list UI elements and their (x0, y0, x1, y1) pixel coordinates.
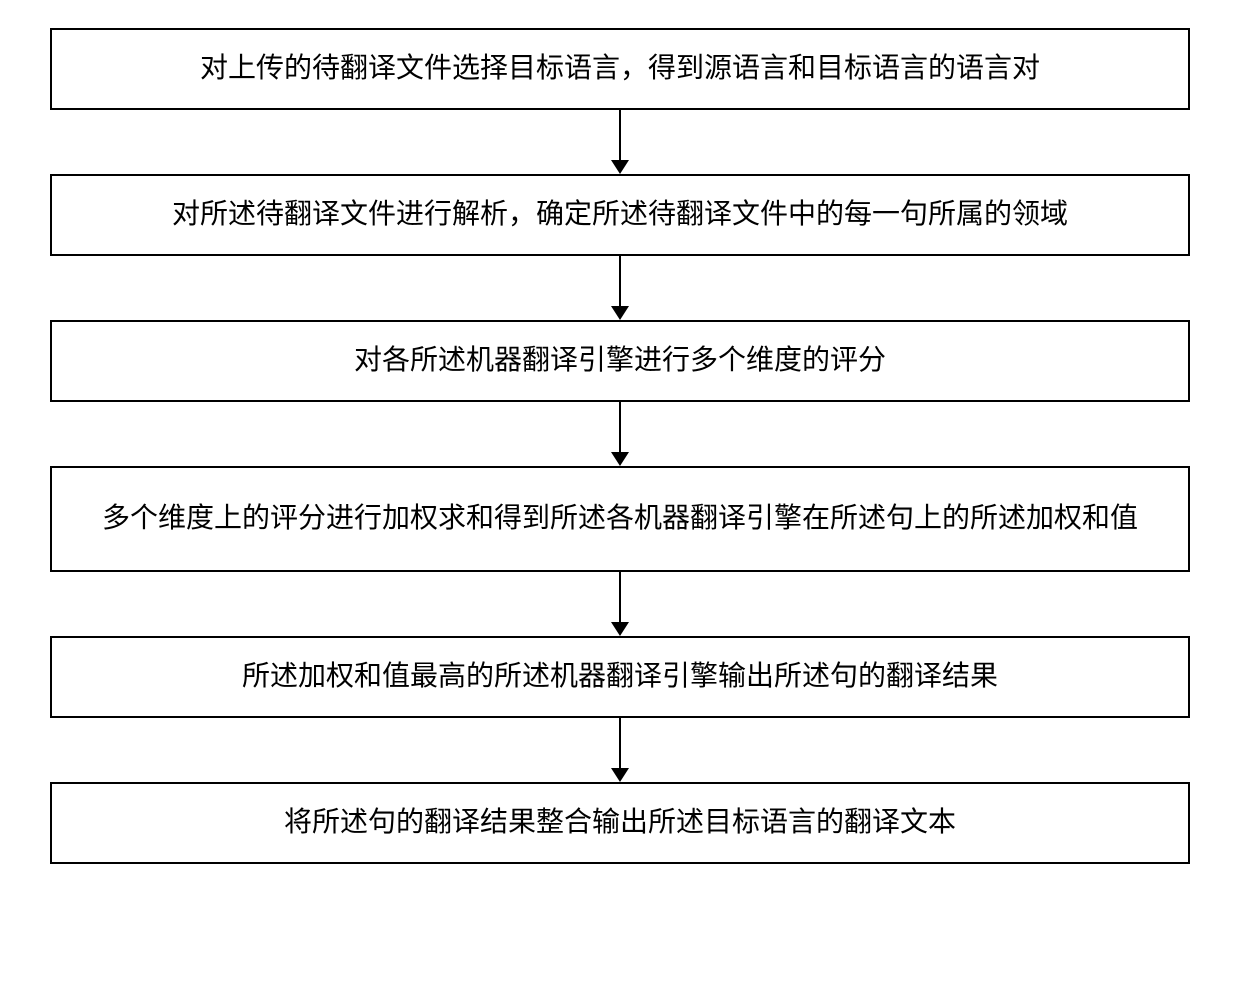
arrow-3 (619, 402, 621, 466)
step-box-2: 对所述待翻译文件进行解析，确定所述待翻译文件中的每一句所属的领域 (50, 174, 1190, 256)
step-box-6: 将所述句的翻译结果整合输出所述目标语言的翻译文本 (50, 782, 1190, 864)
arrow-line-icon (619, 718, 621, 774)
step-text-6: 将所述句的翻译结果整合输出所述目标语言的翻译文本 (284, 802, 956, 844)
step-text-3: 对各所述机器翻译引擎进行多个维度的评分 (354, 340, 886, 382)
step-text-4: 多个维度上的评分进行加权求和得到所述各机器翻译引擎在所述句上的所述加权和值 (102, 498, 1138, 540)
step-box-1: 对上传的待翻译文件选择目标语言，得到源语言和目标语言的语言对 (50, 28, 1190, 110)
step-text-2: 对所述待翻译文件进行解析，确定所述待翻译文件中的每一句所属的领域 (172, 194, 1068, 236)
arrow-line-icon (619, 402, 621, 458)
step-box-5: 所述加权和值最高的所述机器翻译引擎输出所述句的翻译结果 (50, 636, 1190, 718)
arrow-line-icon (619, 256, 621, 312)
arrow-head-icon (611, 160, 629, 174)
arrow-line-icon (619, 572, 621, 628)
arrow-line-icon (619, 110, 621, 166)
step-text-5: 所述加权和值最高的所述机器翻译引擎输出所述句的翻译结果 (242, 656, 998, 698)
arrow-4 (619, 572, 621, 636)
step-box-4: 多个维度上的评分进行加权求和得到所述各机器翻译引擎在所述句上的所述加权和值 (50, 466, 1190, 572)
arrow-head-icon (611, 768, 629, 782)
arrow-2 (619, 256, 621, 320)
arrow-head-icon (611, 306, 629, 320)
step-box-3: 对各所述机器翻译引擎进行多个维度的评分 (50, 320, 1190, 402)
arrow-head-icon (611, 622, 629, 636)
arrow-5 (619, 718, 621, 782)
arrow-1 (619, 110, 621, 174)
flowchart-container: 对上传的待翻译文件选择目标语言，得到源语言和目标语言的语言对 对所述待翻译文件进… (0, 28, 1240, 864)
step-text-1: 对上传的待翻译文件选择目标语言，得到源语言和目标语言的语言对 (200, 48, 1040, 90)
arrow-head-icon (611, 452, 629, 466)
